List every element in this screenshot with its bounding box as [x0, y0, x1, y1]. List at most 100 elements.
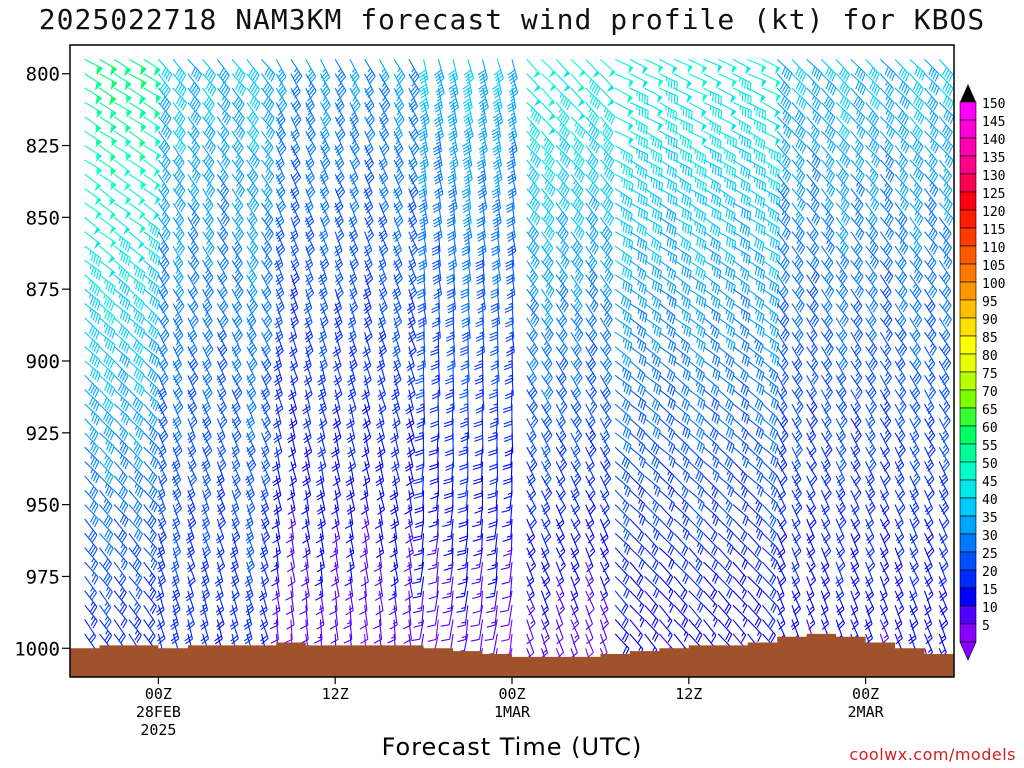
barb-half-flag [190, 240, 195, 245]
barb-pennant [109, 97, 117, 105]
barb-half-flag [219, 517, 224, 521]
wind-barb [128, 389, 144, 413]
wind-barb [113, 475, 128, 499]
barb-staff [99, 130, 118, 142]
barb-flag [137, 591, 143, 600]
barb-flag [125, 331, 130, 340]
barb-half-flag [410, 273, 415, 277]
barb-flag [135, 606, 141, 615]
barb-half-flag [149, 382, 153, 388]
wind-barb [143, 260, 160, 282]
wind-barb [128, 173, 147, 191]
barb-flag [152, 458, 157, 467]
barb-flag [149, 428, 154, 437]
barb-pennant [108, 212, 116, 221]
barb-half-flag [336, 97, 341, 102]
barb-half-flag [119, 573, 123, 578]
wind-barb [378, 159, 389, 185]
barb-flag [154, 255, 159, 265]
wind-barb [349, 59, 360, 84]
barb-staff [157, 102, 172, 119]
wind-barb [246, 317, 257, 343]
wind-barb [231, 418, 242, 443]
barb-half-flag [323, 111, 327, 116]
barb-flag [153, 432, 158, 441]
barb-half-flag [307, 126, 312, 131]
barb-flag [127, 257, 131, 267]
barb-half-flag [235, 283, 239, 288]
wind-barb [408, 102, 419, 127]
barb-staff [202, 231, 215, 249]
barb-flag [429, 466, 438, 471]
barb-flag [316, 552, 325, 558]
barb-flag [412, 538, 422, 542]
barb-flag [150, 252, 154, 261]
wind-barb [363, 188, 374, 214]
barb-half-flag [293, 272, 298, 277]
barb-half-flag [234, 473, 239, 478]
wind-barb [99, 461, 114, 485]
barb-flag [90, 514, 95, 523]
barb-flag [107, 505, 113, 514]
barb-flag [150, 488, 156, 497]
barb-flag [405, 480, 414, 487]
barb-flag [105, 413, 110, 423]
barb-staff [84, 87, 103, 99]
barb-half-flag [176, 240, 180, 245]
barb-staff [84, 504, 99, 520]
wind-barb [84, 346, 101, 368]
barb-half-flag [191, 211, 195, 216]
barb-flag [132, 544, 138, 553]
barb-staff [99, 389, 114, 405]
barb-staff [113, 58, 132, 71]
barb-flag [316, 624, 325, 630]
barb-flag [138, 328, 143, 337]
barb-flag [349, 362, 357, 369]
barb-flag [148, 471, 154, 480]
barb-flag [137, 358, 142, 367]
barb-pennant [93, 241, 101, 250]
barb-flag [124, 389, 129, 398]
wind-barb [319, 130, 331, 156]
barb-staff [113, 533, 128, 550]
barb-flag [95, 403, 100, 412]
barb-flag [416, 334, 425, 339]
barb-flag [120, 560, 126, 569]
barb-flag [93, 576, 99, 585]
barb-flag [91, 502, 97, 511]
wind-barb [84, 576, 97, 601]
barb-staff [99, 504, 113, 521]
barb-flag [149, 621, 156, 630]
barb-half-flag [366, 316, 370, 320]
barb-staff [216, 145, 231, 162]
barb-pennant [111, 81, 118, 90]
wind-barb [407, 188, 417, 214]
barb-half-flag [204, 312, 209, 317]
wind-barb [363, 174, 373, 199]
wind-barb [113, 403, 130, 426]
barb-half-flag [437, 127, 442, 131]
barb-pennant [125, 153, 132, 162]
barb-half-flag [135, 572, 139, 577]
barb-half-flag [365, 287, 370, 292]
wind-barb [128, 446, 143, 470]
barb-half-flag [352, 82, 356, 87]
barb-flag [92, 459, 98, 468]
wind-barb [143, 288, 161, 310]
barb-flag [134, 413, 140, 422]
barb-half-flag [396, 169, 400, 174]
barb-flag [110, 388, 115, 397]
barb-staff [128, 202, 146, 216]
wind-barb [113, 145, 132, 162]
barb-staff [113, 202, 132, 215]
barb-flag [136, 326, 141, 335]
barb-flag [106, 312, 111, 321]
barb-flag [96, 373, 101, 383]
barb-half-flag [235, 211, 239, 216]
barb-flag [133, 443, 139, 452]
barb-flag [133, 310, 138, 319]
barb-staff [157, 145, 171, 162]
barb-half-flag [380, 330, 385, 335]
barb-flag [135, 574, 141, 583]
barb-flag [137, 268, 141, 278]
